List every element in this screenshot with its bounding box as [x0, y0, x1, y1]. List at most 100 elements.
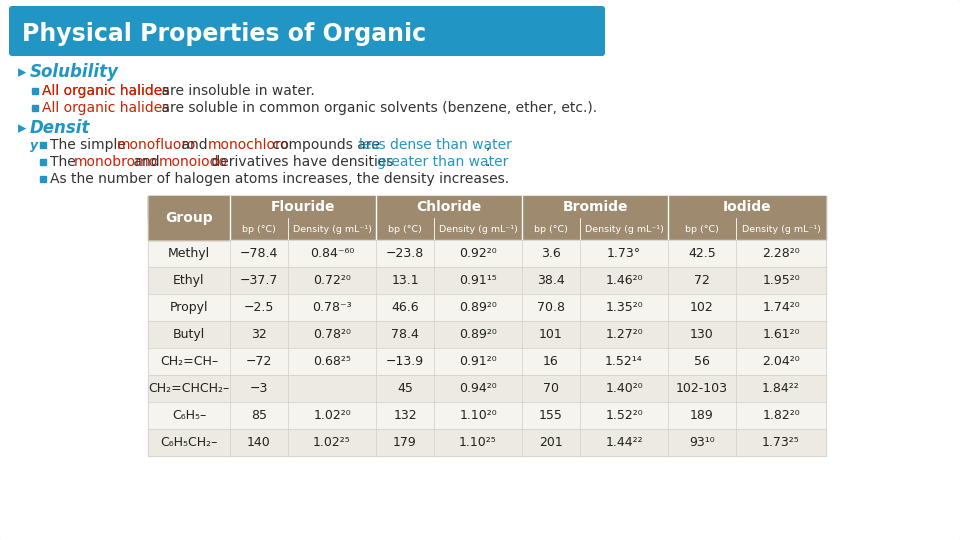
Text: monofluoro: monofluoro: [116, 138, 196, 152]
Text: monochloro: monochloro: [207, 138, 289, 152]
Text: All organic halides: All organic halides: [42, 84, 169, 98]
Text: Densit: Densit: [30, 119, 90, 137]
Text: 56: 56: [694, 355, 710, 368]
Text: 1.74²⁰: 1.74²⁰: [762, 301, 800, 314]
Text: 132: 132: [394, 409, 417, 422]
Text: monoiodo: monoiodo: [159, 155, 228, 169]
Text: compounds are: compounds are: [268, 138, 384, 152]
Text: bp (°C): bp (°C): [534, 225, 568, 233]
Text: CH₂=CHCH₂–: CH₂=CHCH₂–: [149, 382, 229, 395]
Bar: [40, 159, 46, 165]
Text: .: .: [486, 155, 490, 169]
Text: 70: 70: [543, 382, 559, 395]
Text: The: The: [50, 155, 80, 169]
Text: 1.82²⁰: 1.82²⁰: [762, 409, 800, 422]
Text: −2.5: −2.5: [244, 301, 275, 314]
Text: Solubility: Solubility: [30, 63, 119, 81]
Text: 38.4: 38.4: [538, 274, 564, 287]
Text: 1.84²²: 1.84²²: [762, 382, 800, 395]
Text: Density (g mL⁻¹): Density (g mL⁻¹): [741, 225, 821, 233]
Bar: [40, 142, 46, 148]
Text: 201: 201: [540, 436, 563, 449]
Text: 93¹⁰: 93¹⁰: [689, 436, 715, 449]
Text: 3.6: 3.6: [541, 247, 561, 260]
Text: Bromide: Bromide: [563, 200, 628, 214]
Text: 0.78²⁰: 0.78²⁰: [313, 328, 351, 341]
Text: 42.5: 42.5: [688, 247, 716, 260]
Text: 46.6: 46.6: [391, 301, 419, 314]
Text: 102-103: 102-103: [676, 382, 728, 395]
Text: 1.10²⁵: 1.10²⁵: [459, 436, 497, 449]
Text: CH₂=CH–: CH₂=CH–: [160, 355, 218, 368]
Text: All organic halides: All organic halides: [42, 84, 169, 98]
Bar: [148, 267, 826, 294]
Text: 101: 101: [540, 328, 563, 341]
Text: bp (°C): bp (°C): [685, 225, 719, 233]
Text: bp (°C): bp (°C): [242, 225, 276, 233]
Text: y: y: [30, 138, 38, 152]
Text: 0.89²⁰: 0.89²⁰: [459, 328, 497, 341]
Text: Physical Properties of Organic: Physical Properties of Organic: [22, 22, 426, 46]
Text: 13.1: 13.1: [391, 274, 419, 287]
Text: 70.8: 70.8: [537, 301, 565, 314]
Bar: [148, 402, 826, 429]
Text: 1.95²⁰: 1.95²⁰: [762, 274, 800, 287]
Text: greater than water: greater than water: [376, 155, 508, 169]
Text: −13.9: −13.9: [386, 355, 424, 368]
Text: 32: 32: [252, 328, 267, 341]
Text: 0.72²⁰: 0.72²⁰: [313, 274, 350, 287]
Text: 72: 72: [694, 274, 710, 287]
Text: Chloride: Chloride: [417, 200, 482, 214]
Text: 0.84⁻⁶⁰: 0.84⁻⁶⁰: [310, 247, 354, 260]
Text: 1.02²⁵: 1.02²⁵: [313, 436, 350, 449]
Text: 2.28²⁰: 2.28²⁰: [762, 247, 800, 260]
Text: Methyl: Methyl: [168, 247, 210, 260]
Text: Density (g mL⁻¹): Density (g mL⁻¹): [293, 225, 372, 233]
Text: 85: 85: [251, 409, 267, 422]
Text: 78.4: 78.4: [391, 328, 419, 341]
Text: All organic halides: All organic halides: [42, 101, 169, 115]
Text: −23.8: −23.8: [386, 247, 424, 260]
Text: Group: Group: [165, 211, 213, 225]
Text: Density (g mL⁻¹): Density (g mL⁻¹): [439, 225, 517, 233]
Bar: [148, 429, 826, 456]
Text: ▸: ▸: [18, 63, 26, 81]
Bar: [40, 176, 46, 182]
Bar: [32, 105, 38, 111]
Text: 0.89²⁰: 0.89²⁰: [459, 301, 497, 314]
Text: 0.91¹⁵: 0.91¹⁵: [459, 274, 497, 287]
Bar: [148, 348, 826, 375]
Text: 1.61²⁰: 1.61²⁰: [762, 328, 800, 341]
Text: monobromo: monobromo: [74, 155, 158, 169]
Text: 1.73°: 1.73°: [607, 247, 641, 260]
Text: Iodide: Iodide: [723, 200, 771, 214]
Text: 2.04²⁰: 2.04²⁰: [762, 355, 800, 368]
Text: 1.27²⁰: 1.27²⁰: [605, 328, 643, 341]
Bar: [148, 321, 826, 348]
Text: bp (°C): bp (°C): [388, 225, 422, 233]
Text: 155: 155: [540, 409, 563, 422]
Text: and: and: [177, 138, 212, 152]
Bar: [148, 196, 826, 218]
Text: 102: 102: [690, 301, 714, 314]
Text: 1.46²⁰: 1.46²⁰: [605, 274, 643, 287]
Text: ▸: ▸: [18, 119, 26, 137]
Text: 45: 45: [397, 382, 413, 395]
Text: 1.52²⁰: 1.52²⁰: [605, 409, 643, 422]
Text: C₆H₅–: C₆H₅–: [172, 409, 206, 422]
Bar: [148, 375, 826, 402]
Text: and: and: [129, 155, 163, 169]
Text: −37.7: −37.7: [240, 274, 278, 287]
Text: are soluble in common organic solvents (benzene, ether, etc.).: are soluble in common organic solvents (…: [156, 101, 597, 115]
FancyBboxPatch shape: [9, 6, 605, 56]
Text: C₆H₅CH₂–: C₆H₅CH₂–: [160, 436, 218, 449]
Text: 1.02²⁰: 1.02²⁰: [313, 409, 350, 422]
Text: Butyl: Butyl: [173, 328, 205, 341]
Bar: [148, 294, 826, 321]
Text: As the number of halogen atoms increases, the density increases.: As the number of halogen atoms increases…: [50, 172, 509, 186]
Text: Density (g mL⁻¹): Density (g mL⁻¹): [585, 225, 663, 233]
Bar: [148, 196, 230, 240]
Text: 179: 179: [394, 436, 417, 449]
Text: 1.52¹⁴: 1.52¹⁴: [605, 355, 643, 368]
Text: 130: 130: [690, 328, 714, 341]
